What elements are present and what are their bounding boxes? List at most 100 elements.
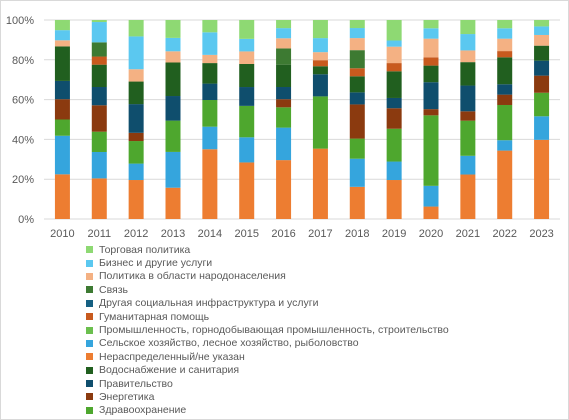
- bar-segment: [202, 100, 218, 127]
- chart-legend: Торговая политика Бизнес и другие услуги П…: [86, 243, 546, 417]
- x-tick-label: 2016: [271, 228, 295, 240]
- bar-segment: [91, 56, 107, 65]
- y-tick-label: 60%: [12, 95, 34, 107]
- bar-segment: [423, 206, 439, 219]
- y-tick-label: 0%: [18, 214, 34, 226]
- bar-segment: [386, 63, 402, 72]
- legend-label: Сельское хозяйство, лесное хозяйство, ры…: [99, 337, 359, 350]
- legend-swatch: [86, 272, 93, 280]
- bar-segment: [349, 186, 365, 219]
- bar-segment: [497, 94, 513, 105]
- bar-segment: [386, 108, 402, 129]
- bar-segment: [276, 38, 292, 49]
- bar-segment: [349, 158, 365, 187]
- bar-segment: [386, 46, 402, 64]
- legend-swatch: [86, 326, 93, 334]
- bar-segment: [276, 87, 292, 100]
- stacked-bar-chart: 0%20%40%60%80%100% 2010 2011 2012 2013 2014 2…: [6, 15, 560, 240]
- legend-swatch: [86, 286, 93, 294]
- bar-segment: [128, 20, 144, 37]
- bar-segment: [349, 50, 365, 69]
- legend-item: Бизнес и другие услуги: [86, 256, 546, 269]
- y-axis-tick-labels: 0% 20% 40% 60% 80% 100%: [6, 15, 34, 226]
- legend-swatch: [86, 380, 93, 388]
- bar-segment: [534, 92, 550, 117]
- bar-segment: [497, 51, 513, 58]
- bar-segment: [202, 32, 218, 55]
- bar-segment: [423, 20, 439, 29]
- bar-segment: [276, 127, 292, 161]
- bar-segment: [202, 149, 218, 219]
- bar-segment: [276, 160, 292, 219]
- bar-segment: [239, 87, 255, 106]
- bar-segment: [165, 51, 181, 63]
- bar-segment: [349, 68, 365, 77]
- bar-segment: [386, 97, 402, 109]
- x-axis-tick-labels: 2010 2011 2012 2013 2014 2015 2016 2017 2018 2019…: [50, 228, 554, 240]
- bar-segment: [349, 92, 365, 105]
- bar-segment: [349, 20, 365, 29]
- legend-label: Промышленность, горнодобывающая промышле…: [99, 324, 449, 337]
- legend-label: Политика в области народонаселения: [99, 270, 286, 283]
- bar-segment: [497, 20, 513, 29]
- bar-segment: [386, 161, 402, 181]
- bar-segment: [54, 119, 70, 136]
- bar-segment: [349, 38, 365, 51]
- legend-item: Водоснабжение и санитария: [86, 364, 546, 377]
- bar-segment: [165, 187, 181, 219]
- bar-segment: [386, 71, 402, 98]
- legend-swatch: [86, 246, 93, 254]
- legend-label: Водоснабжение и санитария: [99, 364, 240, 377]
- legend-label: Торговая политика: [99, 243, 191, 256]
- legend-swatch: [86, 406, 93, 414]
- bar-segment: [54, 46, 70, 81]
- bar-segment: [312, 52, 328, 61]
- bar-segment: [460, 111, 476, 121]
- x-tick-label: 2020: [419, 228, 443, 240]
- bar-segment: [349, 138, 365, 159]
- bar-segment: [312, 96, 328, 149]
- legend-label: Правительство: [99, 377, 173, 390]
- bar-segment: [497, 150, 513, 219]
- bar-segment: [423, 65, 439, 83]
- bar-segment: [165, 151, 181, 188]
- bar-segment: [423, 57, 439, 66]
- legend-swatch: [86, 313, 93, 321]
- bar-segment: [54, 99, 70, 120]
- bars-group: [54, 20, 550, 219]
- legend-item: Гуманитарная помощь: [86, 310, 546, 323]
- x-tick-label: 2010: [50, 228, 74, 240]
- bar-segment: [54, 135, 70, 175]
- bar-segment: [239, 20, 255, 39]
- legend-item: Торговая политика: [86, 243, 546, 256]
- bar-segment: [460, 50, 476, 63]
- bar-segment: [312, 74, 328, 97]
- bar-segment: [54, 174, 70, 219]
- bar-segment: [239, 51, 255, 64]
- bar-segment: [497, 57, 513, 85]
- bar-segment: [534, 20, 550, 27]
- bar-segment: [202, 83, 218, 101]
- legend-item: Сельское хозяйство, лесное хозяйство, ры…: [86, 337, 546, 350]
- bar-segment: [312, 20, 328, 39]
- bar-segment: [91, 151, 107, 179]
- x-tick-label: 2011: [87, 228, 111, 240]
- bar-segment: [165, 120, 181, 152]
- bar-segment: [423, 115, 439, 186]
- bar-segment: [91, 42, 107, 57]
- x-tick-label: 2015: [234, 228, 258, 240]
- legend-item: Энергетика: [86, 390, 546, 403]
- bar-segment: [423, 38, 439, 58]
- bar-segment: [202, 63, 218, 84]
- legend-item: Здравоохранение: [86, 404, 546, 417]
- legend-label: Другая социальная инфраструктура и услуг…: [99, 297, 319, 310]
- bar-segment: [202, 20, 218, 33]
- bar-segment: [497, 38, 513, 52]
- bar-segment: [534, 60, 550, 76]
- legend-swatch: [86, 353, 93, 361]
- bar-segment: [460, 34, 476, 51]
- bar-segment: [276, 99, 292, 108]
- legend-label: Здравоохранение: [99, 404, 187, 417]
- bar-segment: [423, 28, 439, 39]
- legend-item: Другая социальная инфраструктура и услуг…: [86, 297, 546, 310]
